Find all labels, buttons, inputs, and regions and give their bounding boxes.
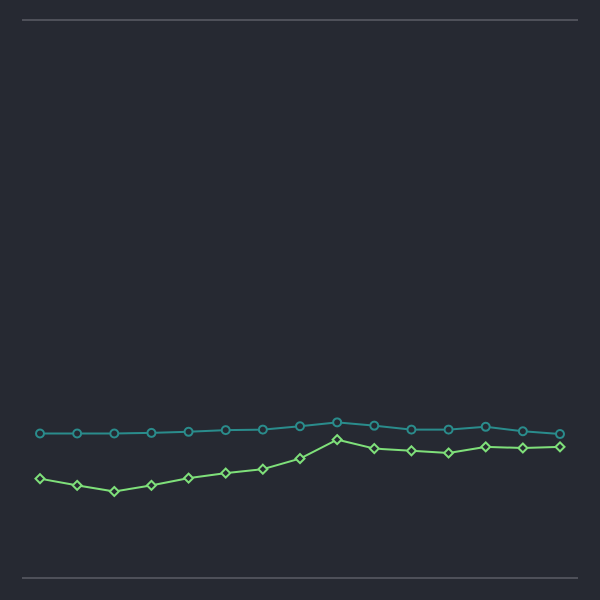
series-1-point: [480, 421, 491, 432]
series-2-point: [256, 463, 269, 476]
series-1-point: [517, 426, 528, 437]
series-2-point: [331, 433, 344, 446]
series-1: [35, 417, 565, 440]
series-1-point: [183, 426, 194, 437]
series-2-point: [108, 485, 121, 498]
series-1-point: [555, 429, 565, 440]
series-2-point: [71, 479, 84, 492]
series-2-point: [182, 472, 195, 485]
series-1-point: [369, 420, 380, 431]
series-2-point: [405, 444, 418, 457]
series-1-point: [257, 424, 268, 435]
series-1-point: [35, 428, 45, 439]
series-1-point: [295, 421, 305, 432]
series-1-point: [220, 425, 231, 436]
series-2-point: [479, 440, 492, 453]
series-2-point: [34, 472, 46, 485]
series-1-point: [72, 428, 83, 439]
series-2: [34, 433, 566, 498]
series-2-point: [554, 440, 566, 453]
series-1-point: [332, 417, 343, 428]
series-layer: [34, 417, 566, 498]
series-2-point: [442, 447, 455, 459]
series-2-point: [516, 442, 529, 454]
series-1-point: [146, 427, 157, 438]
series-2-point: [368, 442, 381, 455]
series-2-point: [294, 452, 306, 465]
series-1-point: [443, 424, 454, 435]
series-1-point: [406, 424, 417, 435]
series-2-point: [145, 479, 158, 492]
series-1-point: [109, 428, 120, 439]
series-2-point: [219, 467, 232, 480]
